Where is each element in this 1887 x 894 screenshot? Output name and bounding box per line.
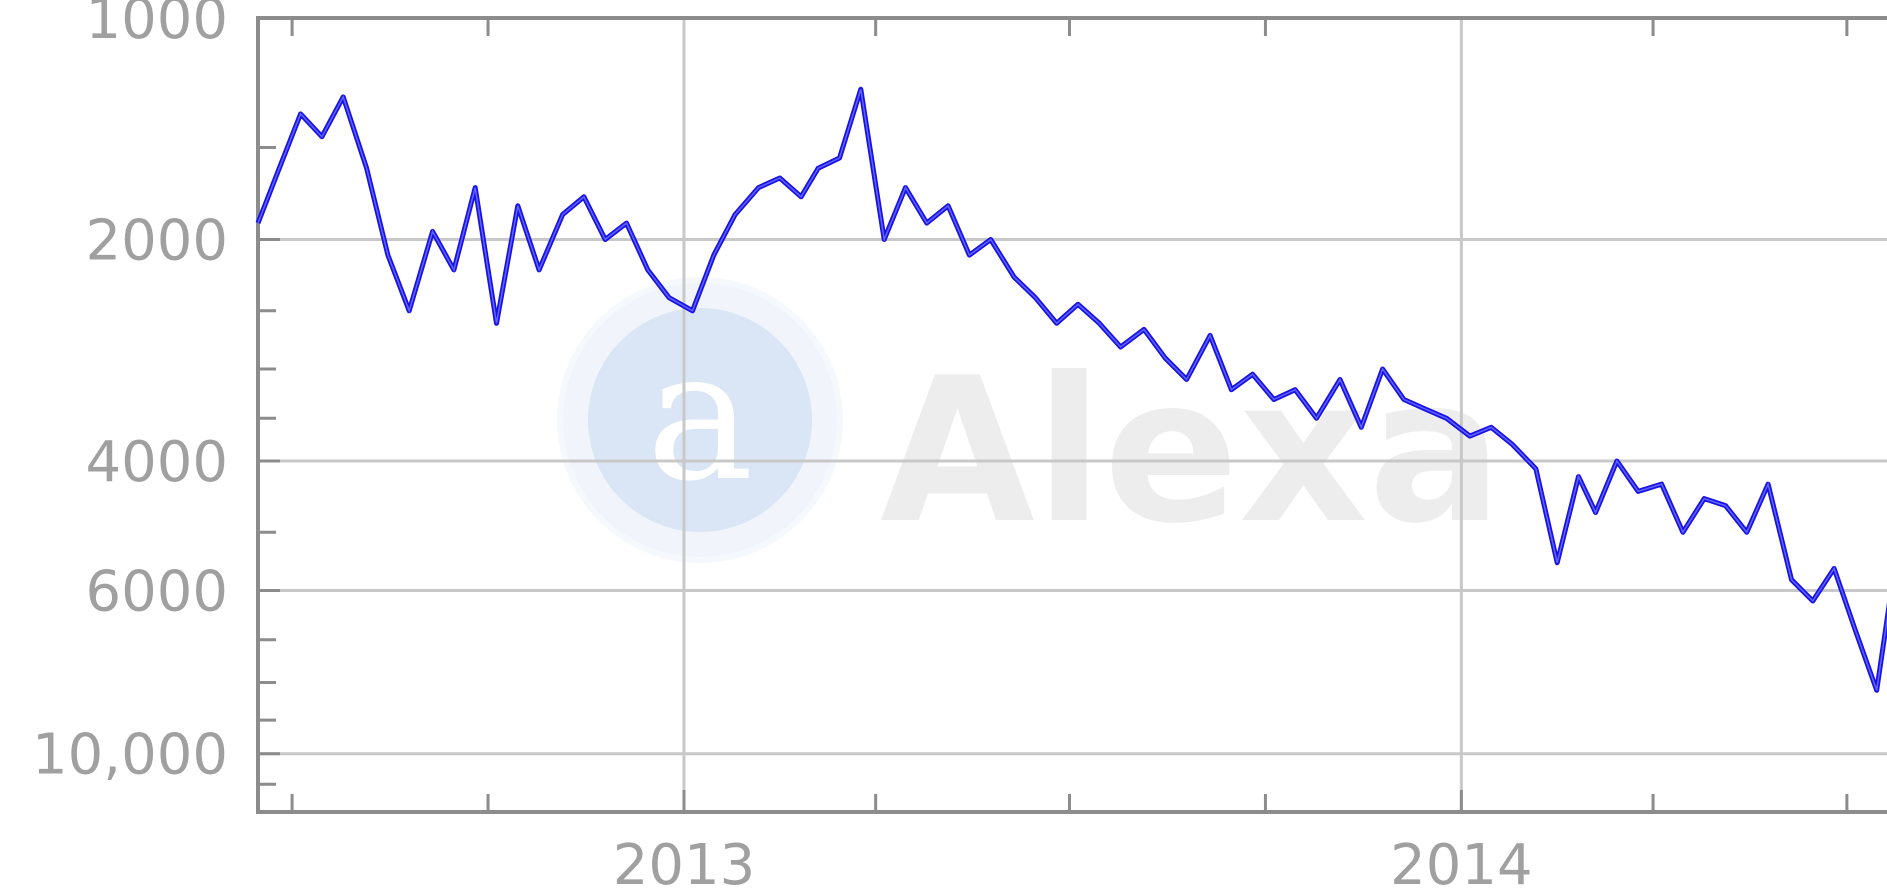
y-tick-label: 1000 (85, 0, 228, 52)
x-axis-labels: 2013 2014 (613, 833, 1533, 894)
x-tick-label: 2013 (613, 833, 756, 894)
y-tick-label: 2000 (85, 208, 228, 273)
y-tick-label: 6000 (85, 560, 228, 625)
y-tick-label: 10,000 (32, 723, 228, 788)
x-tick-label: 2014 (1390, 833, 1533, 894)
alexa-logo-glyph: a (646, 312, 753, 521)
y-axis-labels: 1000 2000 4000 6000 10,000 (32, 0, 228, 788)
y-tick-label: 4000 (85, 430, 228, 495)
